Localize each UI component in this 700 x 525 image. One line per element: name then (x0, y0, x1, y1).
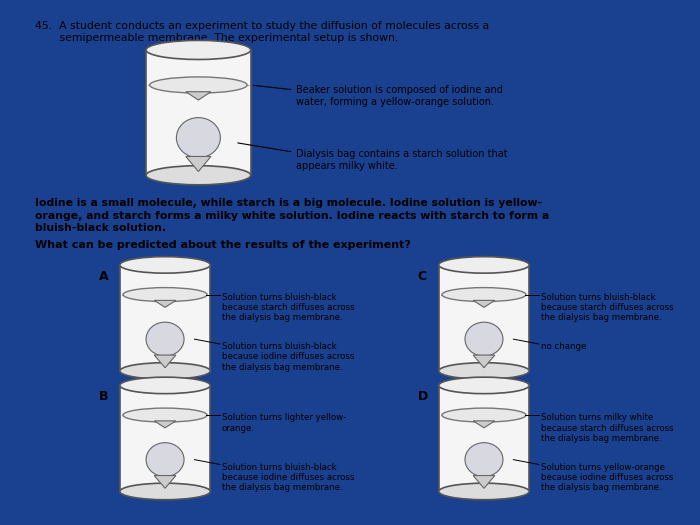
Text: Solution turns milky white
because starch diffuses across
the dialysis bag membr: Solution turns milky white because starc… (540, 413, 673, 443)
Text: Solution turns bluish-black
because iodine diffuses across
the dialysis bag memb: Solution turns bluish-black because iodi… (222, 463, 354, 492)
Text: C: C (418, 270, 427, 283)
Ellipse shape (439, 483, 529, 500)
Text: no change: no change (540, 342, 586, 351)
Ellipse shape (146, 443, 184, 477)
Bar (146, 50, 251, 175)
Text: What can be predicted about the results of the experiment?: What can be predicted about the results … (34, 240, 410, 250)
Ellipse shape (176, 118, 220, 158)
Polygon shape (154, 300, 176, 307)
Polygon shape (154, 355, 176, 368)
Text: Solution turns lighter yellow-
orange.: Solution turns lighter yellow- orange. (222, 413, 346, 433)
Polygon shape (473, 300, 495, 307)
Polygon shape (154, 421, 176, 428)
Text: orange, and starch forms a milky white solution. Iodine reacts with starch to fo: orange, and starch forms a milky white s… (34, 211, 549, 221)
Text: Beaker solution is composed of iodine and
water, forming a yellow-orange solutio: Beaker solution is composed of iodine an… (296, 85, 503, 107)
Polygon shape (473, 355, 495, 368)
Bar (120, 385, 210, 491)
Text: bluish-black solution.: bluish-black solution. (34, 224, 166, 234)
Ellipse shape (146, 322, 184, 356)
Polygon shape (473, 476, 495, 488)
Ellipse shape (123, 288, 207, 301)
Ellipse shape (439, 257, 529, 273)
Bar (439, 385, 529, 491)
Polygon shape (473, 421, 495, 428)
Bar (439, 265, 529, 371)
Text: Dialysis bag contains a starch solution that
appears milky white.: Dialysis bag contains a starch solution … (296, 149, 508, 171)
Polygon shape (154, 476, 176, 488)
Text: 45.  A student conducts an experiment to study the diffusion of molecules across: 45. A student conducts an experiment to … (34, 21, 489, 31)
Ellipse shape (465, 443, 503, 477)
Polygon shape (186, 156, 211, 172)
Bar (120, 265, 210, 371)
Ellipse shape (146, 166, 251, 185)
Text: Solution turns bluish-black
because starch diffuses across
the dialysis bag memb: Solution turns bluish-black because star… (222, 292, 354, 322)
Text: semipermeable membrane. The experimental setup is shown.: semipermeable membrane. The experimental… (34, 33, 398, 43)
Ellipse shape (439, 377, 529, 394)
Text: Solution turns bluish-black
because iodine diffuses across
the dialysis bag memb: Solution turns bluish-black because iodi… (222, 342, 354, 372)
Ellipse shape (442, 408, 526, 422)
Ellipse shape (120, 483, 210, 500)
Ellipse shape (146, 40, 251, 59)
Ellipse shape (442, 288, 526, 301)
Ellipse shape (465, 322, 503, 356)
Ellipse shape (120, 377, 210, 394)
Text: Solution turns bluish-black
because starch diffuses across
the dialysis bag memb: Solution turns bluish-black because star… (540, 292, 673, 322)
Text: D: D (418, 390, 428, 403)
Text: B: B (99, 390, 108, 403)
Ellipse shape (123, 408, 207, 422)
Text: A: A (99, 270, 108, 283)
Polygon shape (186, 92, 211, 100)
Text: Iodine is a small molecule, while starch is a big molecule. Iodine solution is y: Iodine is a small molecule, while starch… (34, 198, 542, 208)
Ellipse shape (120, 363, 210, 379)
Ellipse shape (150, 77, 247, 93)
Ellipse shape (439, 363, 529, 379)
Text: Solution turns yellow-orange
because iodine diffuses across
the dialysis bag mem: Solution turns yellow-orange because iod… (540, 463, 673, 492)
Ellipse shape (120, 257, 210, 273)
